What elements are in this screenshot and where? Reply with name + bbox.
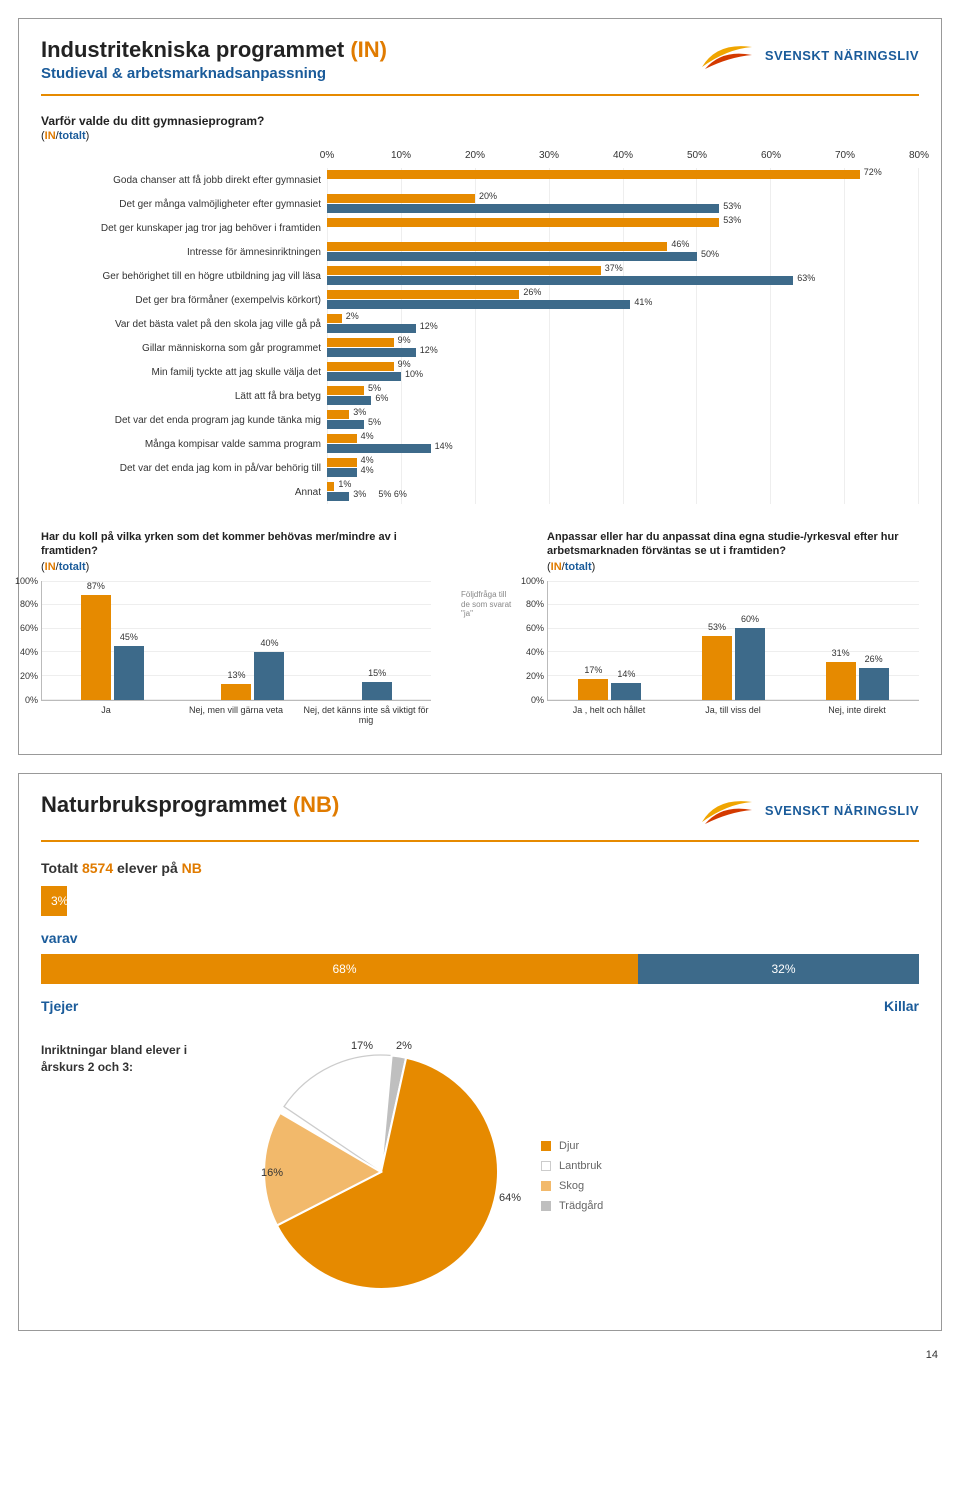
panel-subtitle: Studieval & arbetsmarknadsanpassning	[41, 65, 387, 82]
tjejer-label: Tjejer	[41, 998, 78, 1014]
q1-bars: 72%20%53%53%46%50%37%63%26%41%2%12%9%12%…	[327, 168, 919, 504]
page-number: 14	[0, 1349, 938, 1361]
total-bar: 3%	[41, 886, 919, 916]
logo-text: SVENSKT NÄRINGSLIV	[765, 48, 919, 63]
logo-icon	[697, 792, 757, 828]
q3-plot: 100%80%60%40%20%0%17%14%53%60%31%26%	[547, 581, 919, 701]
total-code: NB	[182, 860, 202, 876]
nb-title-block: Naturbruksprogrammet (NB)	[41, 792, 339, 818]
total-bar-label: 3%	[51, 894, 68, 908]
q1-plot: 0%10%20%30%40%50%60%70%80% 72%20%53%53%4…	[327, 150, 919, 504]
panel-industritekniska: Industritekniska programmet (IN) Studiev…	[18, 18, 942, 755]
q2-plot: 100%80%60%40%20%0%87%45%13%40%15%	[41, 581, 431, 701]
nb-logo-text: SVENSKT NÄRINGSLIV	[765, 803, 919, 818]
q3-tag: (IN/totalt)	[547, 561, 919, 573]
q1-tag-in: IN	[45, 130, 56, 142]
tjejer-pct: 68%	[333, 962, 357, 976]
q2-title: Har du koll på vilka yrken som det komme…	[41, 530, 431, 559]
pie-label-djur: 64%	[499, 1192, 521, 1204]
q1-tag: (IN/totalt)	[41, 130, 919, 142]
gender-split-bar: 68% 32%	[41, 954, 919, 984]
title-block: Industritekniska programmet (IN) Studiev…	[41, 37, 387, 82]
nb-header: Naturbruksprogrammet (NB) SVENSKT NÄRING…	[41, 792, 919, 842]
q1-tag-tot: totalt	[59, 130, 86, 142]
q3-title: Anpassar eller har du anpassat dina egna…	[547, 530, 919, 559]
logo-icon	[697, 37, 757, 73]
pie-label-lantbruk: 17%	[351, 1040, 373, 1052]
pie-legend: DjurLantbrukSkogTrädgård	[541, 1132, 603, 1220]
q3-chart: Anpassar eller har du anpassat dina egna…	[547, 530, 919, 715]
tjejer-bar: 68%	[41, 954, 638, 984]
nb-title: Naturbruksprogrammet (NB)	[41, 792, 339, 818]
nb-logo: SVENSKT NÄRINGSLIV	[697, 792, 919, 828]
total-number: 8574	[82, 860, 113, 876]
pie-title: Inriktningar bland elever i årskurs 2 oc…	[41, 1042, 221, 1076]
q1-block: Varför valde du ditt gymnasieprogram? (I…	[41, 114, 919, 504]
title-code: (IN)	[350, 37, 387, 62]
pie-label-tradgard: 2%	[396, 1040, 412, 1052]
varav-label: varav	[41, 930, 919, 946]
pie-svg	[251, 1042, 511, 1302]
pie-label-skog: 16%	[261, 1167, 283, 1179]
follow-note: Följdfråga till de som svarat "ja"	[461, 590, 517, 619]
total-line: Totalt 8574 elever på NB	[41, 860, 919, 876]
q2-tag: (IN/totalt)	[41, 561, 431, 573]
total-bar-fill: 3%	[41, 886, 67, 916]
nb-title-code: (NB)	[293, 792, 339, 817]
q1-row-labels: Goda chanser att få jobb direkt efter gy…	[41, 150, 321, 504]
killar-label: Killar	[884, 998, 919, 1014]
pie-section: Inriktningar bland elever i årskurs 2 oc…	[41, 1042, 919, 1302]
q1-x-axis: 0%10%20%30%40%50%60%70%80%	[327, 150, 919, 168]
killar-bar: 32%	[638, 954, 919, 984]
nb-title-main: Naturbruksprogrammet	[41, 792, 293, 817]
panel-naturbruk: Naturbruksprogrammet (NB) SVENSKT NÄRING…	[18, 773, 942, 1331]
q3-tag-in: IN	[551, 561, 562, 573]
q2-tag-in: IN	[45, 561, 56, 573]
lower-chart-row: Har du koll på vilka yrken som det komme…	[41, 530, 919, 726]
title-main: Industritekniska programmet	[41, 37, 350, 62]
q1-chart: Goda chanser att få jobb direkt efter gy…	[41, 150, 919, 504]
q2-tag-tot: totalt	[59, 561, 86, 573]
pie-chart: 64% 17% 16% 2%	[251, 1042, 511, 1302]
q3-cat-labels: Ja , helt och hålletJa, till viss delNej…	[547, 705, 919, 716]
panel-header: Industritekniska programmet (IN) Studiev…	[41, 37, 919, 96]
q1-title: Varför valde du ditt gymnasieprogram?	[41, 114, 919, 128]
q2-cat-labels: JaNej, men vill gärna vetaNej, det känns…	[41, 705, 431, 727]
panel-title: Industritekniska programmet (IN)	[41, 37, 387, 63]
logo: SVENSKT NÄRINGSLIV	[697, 37, 919, 73]
q2-chart: Har du koll på vilka yrken som det komme…	[41, 530, 431, 726]
gender-labels: Tjejer Killar	[41, 998, 919, 1014]
killar-pct: 32%	[771, 962, 795, 976]
q3-tag-tot: totalt	[565, 561, 592, 573]
